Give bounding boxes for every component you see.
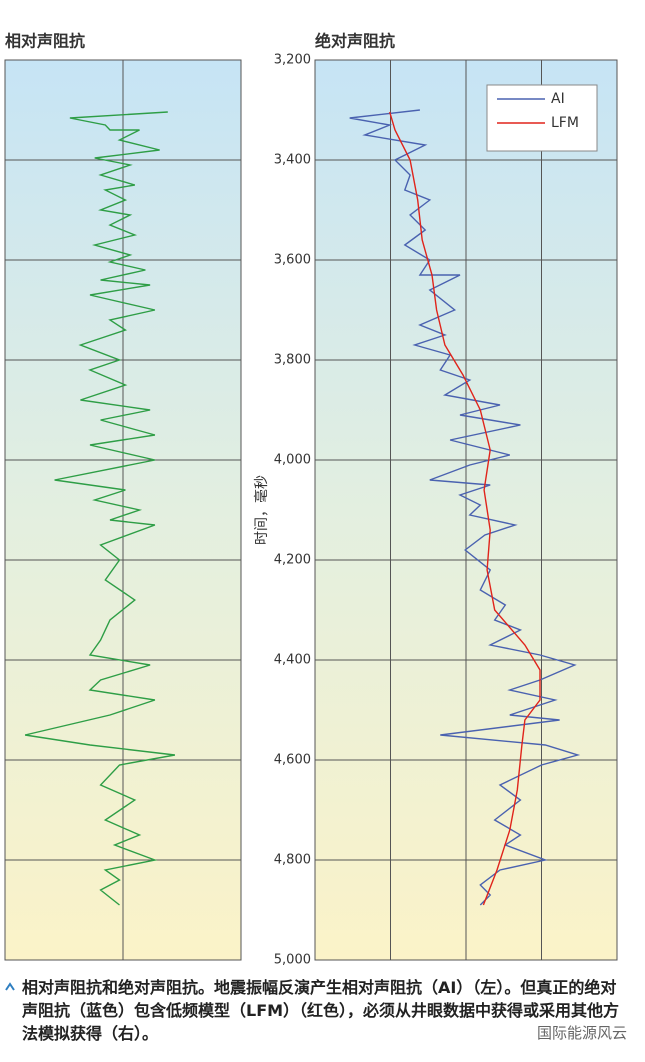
y-tick-label: 4,000 [274,453,311,468]
caption: 相对声阻抗和绝对声阻抗。地震振幅反演产生相对声阻抗（AI）（左）。但真正的绝对声… [22,978,620,1043]
y-tick-label: 3,200 [274,53,311,68]
y-tick-label: 3,800 [274,353,311,368]
plot-frame [314,59,618,961]
chart-title: 绝对声阻抗 [315,32,395,51]
caption-marker [5,982,15,991]
data-line [349,109,581,906]
y-tick-label: 4,800 [274,853,311,868]
y-tick-label: 3,400 [274,153,311,168]
chart: 相对声阻抗 绝对声阻抗 3,200 3,400 3,600 3,800 4,000 4,200… [4,32,618,968]
y-tick-label: 4,400 [274,653,311,668]
legend-label: LFM [551,115,579,131]
y-tick-label: 4,200 [274,553,311,568]
y-tick-label: 4,600 [274,753,311,768]
y-tick-label: 3,600 [274,253,311,268]
legend-label: AI [551,91,565,107]
y-tick-label: 5,000 [274,953,311,968]
chart-title: 相对声阻抗 [5,32,85,51]
watermark: 国际能源风云 [536,1024,627,1042]
legend-box [486,84,598,152]
data-line [24,111,176,906]
y-axis-label: 时间，毫秒 [253,475,270,545]
plot-frame [4,59,242,961]
data-line [389,111,541,906]
